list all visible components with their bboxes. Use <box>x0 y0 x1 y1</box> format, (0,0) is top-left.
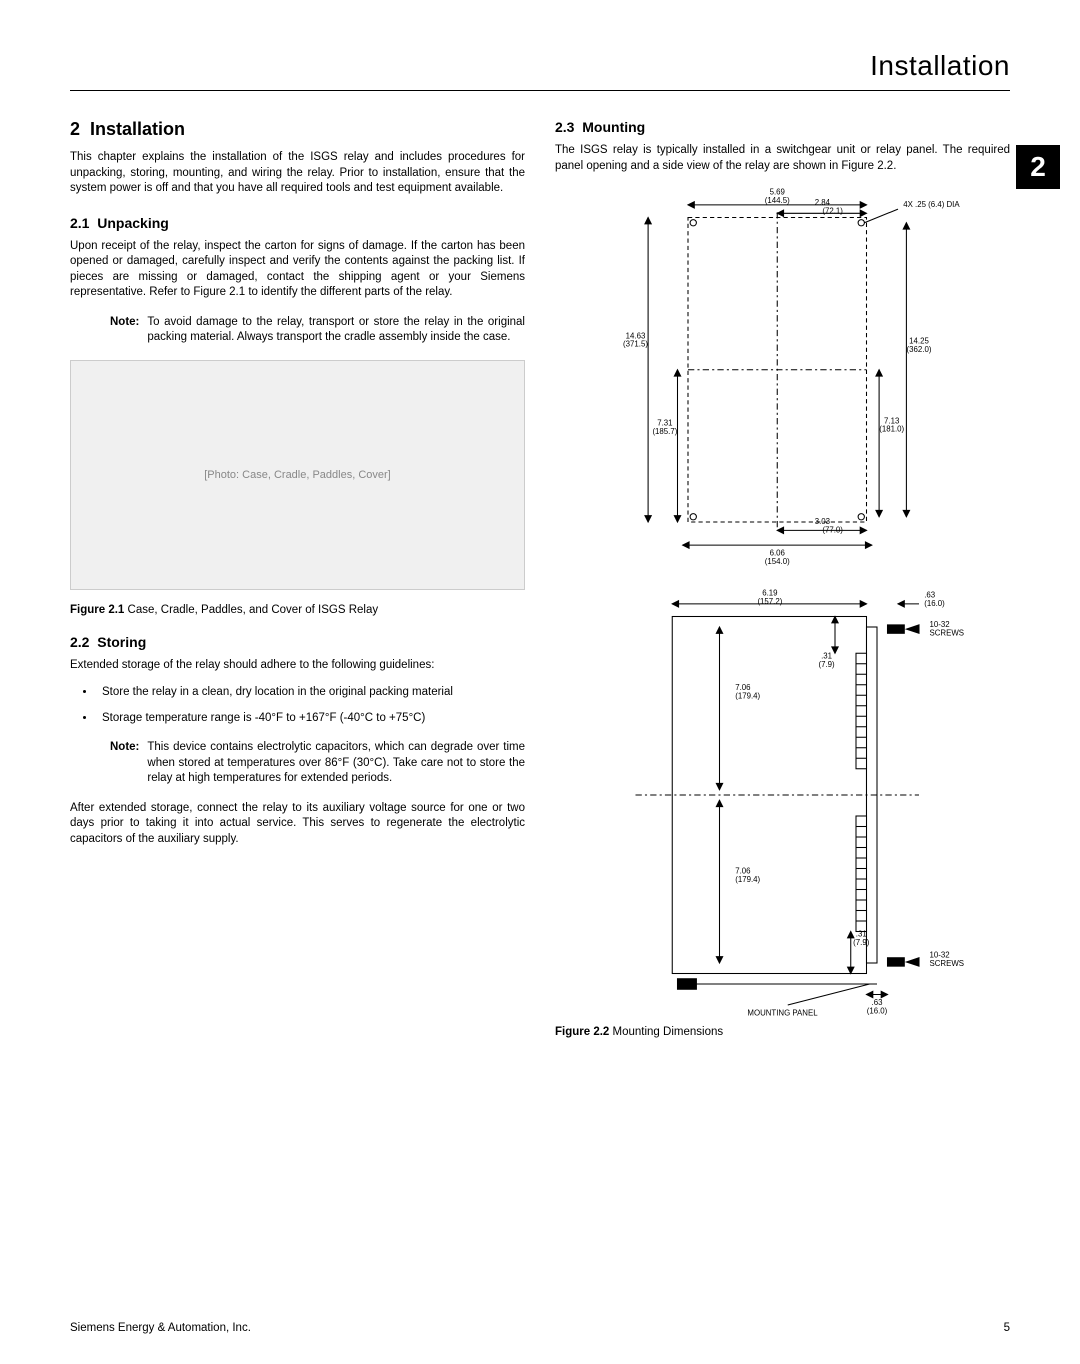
dim-label: 4X .25 (6.4) DIA <box>903 200 960 209</box>
storing-after: After extended storage, connect the rela… <box>70 801 525 848</box>
section-2-1-title: 2.1 Unpacking <box>70 215 525 231</box>
note-text: To avoid damage to the relay, transport … <box>147 315 525 346</box>
subsection-num: 2.2 <box>70 634 89 650</box>
figure-2-2-diagram: 5.69 (144.5) 2.84 (72.1) 4X .25 (6.4) DI… <box>555 186 1010 1026</box>
figure-2-1-caption: Figure 2.1 Case, Cradle, Paddles, and Co… <box>70 604 525 616</box>
subsection-num: 2.1 <box>70 215 89 231</box>
dim-label: (157.2) <box>757 597 782 606</box>
right-column: 2.3 Mounting The ISGS relay is typically… <box>555 119 1010 1052</box>
dim-label: (371.5) <box>623 340 648 349</box>
section-label: Installation <box>90 119 185 139</box>
footer-page-number: 5 <box>1004 1322 1010 1334</box>
subsection-label: Unpacking <box>97 215 169 231</box>
dim-label: (154.0) <box>765 557 790 566</box>
fig-num: Figure 2.2 <box>555 1026 609 1038</box>
dim-label: (7.9) <box>819 660 836 669</box>
fig-text: Mounting Dimensions <box>609 1026 723 1038</box>
page-footer: Siemens Energy & Automation, Inc. 5 <box>70 1322 1010 1334</box>
section-2-2-title: 2.2 Storing <box>70 634 525 650</box>
dim-label: (181.0) <box>879 425 904 434</box>
section-num: 2 <box>70 119 80 139</box>
page-header: Installation <box>70 50 1010 91</box>
storing-bullets: Store the relay in a clean, dry location… <box>70 685 525 726</box>
note-label: Note: <box>110 315 139 346</box>
note-label: Note: <box>110 740 139 787</box>
note-1: Note: To avoid damage to the relay, tran… <box>110 315 525 346</box>
fig-num: Figure 2.1 <box>70 604 124 616</box>
dim-label: (179.4) <box>735 691 760 700</box>
list-item: Storage temperature range is -40°F to +1… <box>96 711 525 727</box>
mounting-body: The ISGS relay is typically installed in… <box>555 143 1010 174</box>
dim-label: SCREWS <box>930 959 965 968</box>
storing-body: Extended storage of the relay should adh… <box>70 658 525 674</box>
dim-label: SCREWS <box>930 628 965 637</box>
section-2-3-title: 2.3 Mounting <box>555 119 1010 135</box>
dim-label: (16.0) <box>867 1006 888 1015</box>
left-column: 2 Installation This chapter explains the… <box>70 119 525 1052</box>
subsection-label: Storing <box>97 634 146 650</box>
fig-text: Case, Cradle, Paddles, and Cover of ISGS… <box>124 604 378 616</box>
subsection-label: Mounting <box>582 119 645 135</box>
figure-2-2-caption: Figure 2.2 Mounting Dimensions <box>555 1026 1010 1038</box>
dim-label: (362.0) <box>907 345 932 354</box>
dim-label: (7.9) <box>853 938 870 947</box>
dim-label: (72.1) <box>822 206 843 215</box>
note-2: Note: This device contains electrolytic … <box>110 740 525 787</box>
subsection-num: 2.3 <box>555 119 574 135</box>
unpacking-body: Upon receipt of the relay, inspect the c… <box>70 239 525 301</box>
intro-paragraph: This chapter explains the installation o… <box>70 150 525 197</box>
dim-label: (179.4) <box>735 875 760 884</box>
content-columns: 2 Installation This chapter explains the… <box>70 119 1010 1052</box>
dim-label: (16.0) <box>924 599 945 608</box>
section-2-title: 2 Installation <box>70 119 525 140</box>
list-item: Store the relay in a clean, dry location… <box>96 685 525 701</box>
chapter-tab: 2 <box>1016 145 1060 189</box>
footer-left: Siemens Energy & Automation, Inc. <box>70 1322 251 1334</box>
dim-label: (77.0) <box>822 526 843 535</box>
figure-2-1-image: [Photo: Case, Cradle, Paddles, Cover] <box>70 360 525 590</box>
dim-label: (144.5) <box>765 196 790 205</box>
note-text: This device contains electrolytic capaci… <box>147 740 525 787</box>
dim-label: MOUNTING PANEL <box>747 1009 818 1018</box>
dim-label: (185.7) <box>652 427 677 436</box>
